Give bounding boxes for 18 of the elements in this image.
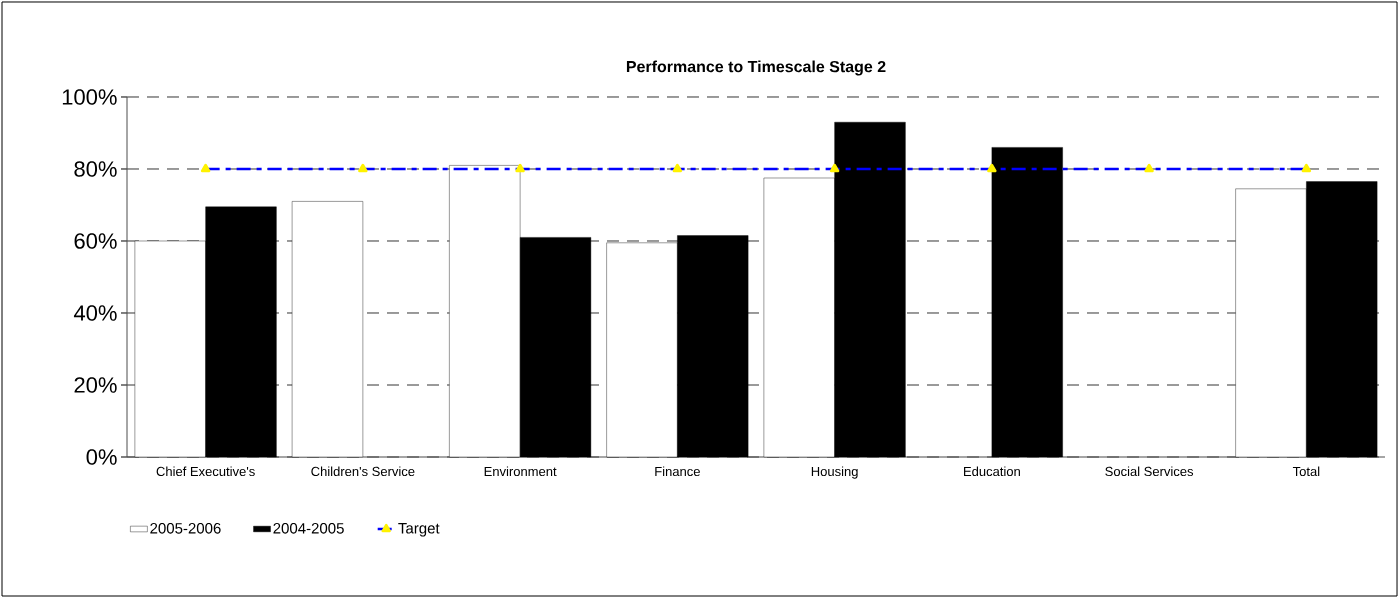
y-tick-label: 60%: [74, 233, 117, 249]
y-tick-label: 80%: [74, 161, 117, 177]
y-tick-label: 100%: [62, 89, 117, 105]
x-tick-label: Total: [1292, 466, 1320, 477]
legend-label: 2005-2006: [150, 523, 221, 534]
x-tick-label: Social Services: [1105, 466, 1194, 477]
y-tick-label: 40%: [73, 305, 117, 321]
x-tick-label: Chief Executive's: [156, 466, 255, 477]
y-tick-label: 20%: [74, 377, 117, 393]
x-tick-label: Environment: [484, 466, 557, 477]
x-tick-label: Finance: [655, 466, 700, 477]
legend-label: 2004-2005: [273, 523, 344, 534]
chart-title: Performance to Timescale Stage 2: [626, 60, 886, 76]
y-tick-label: 0%: [86, 449, 117, 465]
x-tick-label: Education: [964, 466, 1020, 477]
x-tick-label: Housing: [811, 466, 858, 479]
legend-label: Target: [398, 523, 440, 537]
x-tick-label: Children's Service: [311, 466, 415, 477]
